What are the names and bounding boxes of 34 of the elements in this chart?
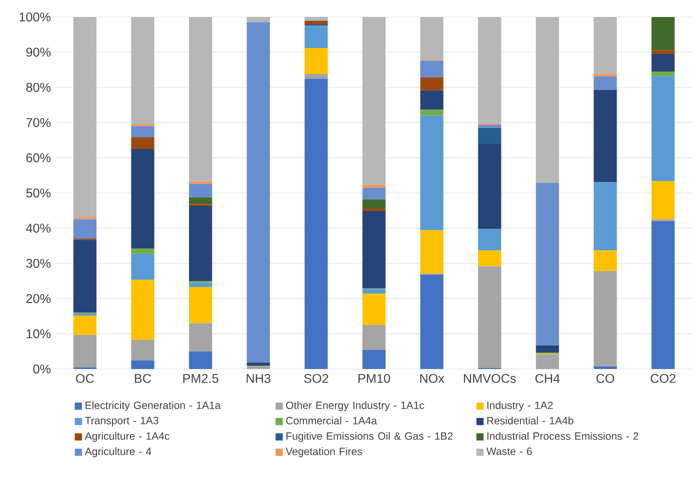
legend-label: Vegetation Fires <box>286 447 362 458</box>
x-tick-label: PM10 <box>358 374 390 383</box>
x-tick-label: CO <box>596 374 614 383</box>
x-tick-label: NOx <box>420 374 444 383</box>
x-tick-label: SO2 <box>304 374 328 383</box>
legend-label: Industrial Process Emissions - 2 <box>487 432 638 440</box>
x-tick-label: NH3 <box>246 374 270 383</box>
legend-label: Waste - 6 <box>486 448 532 456</box>
y-tick-label: 40% <box>26 224 51 233</box>
y-tick-label: 50% <box>26 188 51 198</box>
legend-label: Other Energy Industry - 1A1c <box>286 401 424 412</box>
legend-label: Transport - 1A3 <box>85 416 158 426</box>
x-tick-label: PM2.5 <box>183 374 218 383</box>
x-tick-label: CH4 <box>535 374 560 383</box>
legend-label: Agriculture - 4 <box>84 447 152 458</box>
x-tick-label: CO2 <box>650 374 676 383</box>
legend-label: Electricity Generation - 1A1a <box>86 401 221 412</box>
y-tick-label: 80% <box>26 82 51 92</box>
legend-label: Commercial - 1A4a <box>286 416 377 424</box>
x-tick-label: OC <box>76 374 94 383</box>
y-tick-label: 10% <box>26 329 51 338</box>
y-tick-label: 0% <box>33 364 51 374</box>
y-tick-label: 90% <box>26 48 51 57</box>
legend-label: Industry - 1A2 <box>487 401 553 412</box>
x-tick-label: NMVOCs <box>464 374 516 383</box>
y-tick-label: 60% <box>26 153 51 162</box>
y-tick-label: 30% <box>26 258 51 268</box>
legend-label: Agriculture - 1A4c <box>84 432 170 442</box>
y-tick-label: 70% <box>26 118 51 128</box>
y-tick-label: 100% <box>20 12 51 22</box>
legend-label: Fugitive Emissions Oil & Gas - 1B2 <box>286 432 453 442</box>
x-tick-label: BC <box>134 374 152 383</box>
y-tick-label: 20% <box>26 294 51 304</box>
legend-label: Residential - 1A4b <box>487 416 574 424</box>
